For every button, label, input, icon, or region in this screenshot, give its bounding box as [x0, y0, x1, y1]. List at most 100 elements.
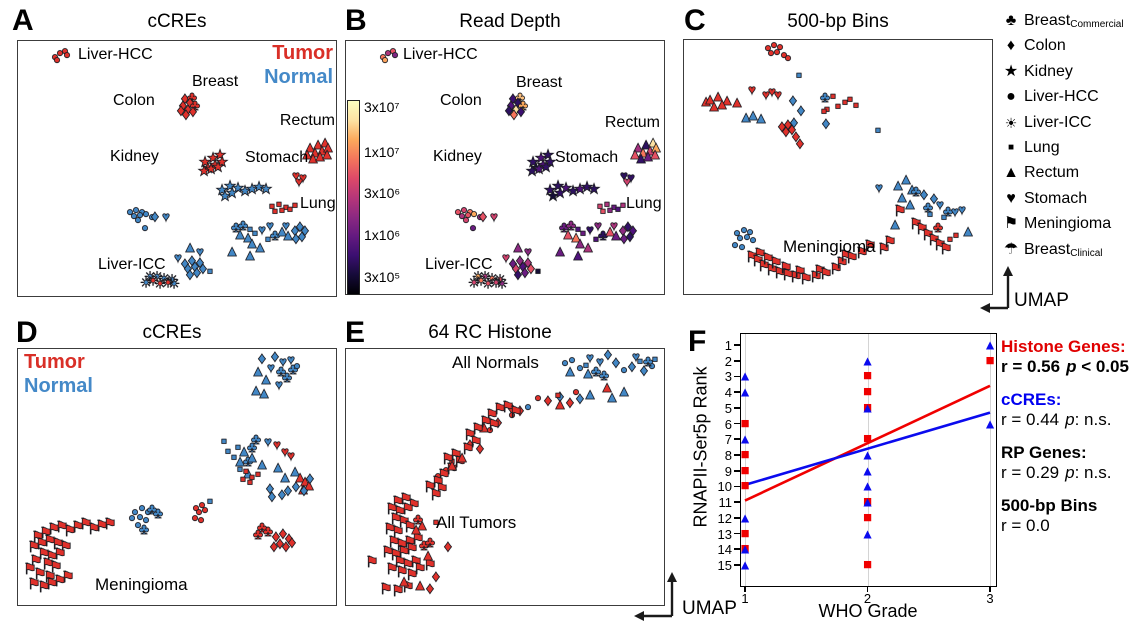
y-tick: [734, 469, 740, 472]
square-icon: ■: [1007, 142, 1015, 153]
panel-letter-a: A: [12, 4, 34, 37]
f-correlation-stats: Histone Genes: r = 0.56 p < 0.05 cCREs: r = …: [1001, 337, 1142, 549]
star-icon: ★: [1003, 62, 1019, 80]
y-tick: [734, 359, 740, 362]
grid-line: [745, 334, 746, 586]
stat-label: 500-bp Bins: [1001, 496, 1098, 515]
panel-box-c: [683, 39, 993, 295]
legend-label: Rectum: [1024, 164, 1080, 182]
panel-title-a: cCREs: [147, 11, 207, 32]
stat-block: Histone Genes: r = 0.56 p < 0.05: [1001, 337, 1142, 377]
f-y-axis-label: RNAPII-Ser5p Rank: [690, 366, 711, 528]
diamond-icon: ♦: [1006, 37, 1016, 55]
legend-sublabel: Commercial: [1070, 19, 1124, 30]
heart-icon: ♥: [1006, 189, 1016, 207]
panel-box-b: [345, 40, 665, 295]
umap-axes-icon: [634, 572, 677, 621]
y-tick-label: 12: [717, 510, 732, 526]
stat-block: cCREs: r = 0.44 p: n.s.: [1001, 390, 1142, 430]
y-tick: [734, 454, 740, 456]
tissue-shape-legend: ♣ Breast Commercial ♦ Colon ★ Kidney ● Liver-HCC…: [1001, 0, 1142, 265]
stat-block: RP Genes: r = 0.29 p: n.s.: [1001, 443, 1142, 483]
panel-box-e: [345, 348, 665, 606]
stat-value: r = 0.29 p: n.s.: [1001, 463, 1112, 482]
colorbar-tick: 3x10⁵: [364, 269, 401, 285]
panel-letter-d: D: [16, 316, 38, 349]
circle-icon: ●: [1006, 88, 1016, 106]
stat-value: r = 0.0: [1001, 516, 1050, 535]
legend-item-colon: ♦ Colon: [1001, 34, 1066, 58]
legend-label: Liver-HCC: [1024, 88, 1099, 106]
legend-item-lung: ■ Lung: [1001, 136, 1060, 160]
y-tick-label: 2: [724, 353, 732, 369]
y-tick-label: 14: [717, 542, 732, 558]
grid-line: [867, 334, 869, 586]
legend-sublabel: Clinical: [1070, 247, 1103, 259]
y-tick-label: 6: [724, 416, 732, 432]
colorbar-tick: 3x10⁷: [364, 99, 400, 115]
y-tick-label: 11: [718, 495, 733, 511]
panel-letter-b: B: [345, 4, 367, 37]
x-tick: [744, 587, 746, 592]
y-tick-label: 5: [724, 400, 732, 416]
y-tick: [734, 407, 740, 409]
y-tick-label: 7: [724, 432, 732, 448]
panel-letter-e: E: [345, 316, 366, 349]
legend-item-liver-icc: ☀︎ Liver-ICC: [1001, 111, 1092, 135]
y-tick: [734, 485, 740, 488]
legend-item-rectum: ▲ Rectum: [1001, 161, 1079, 185]
club-icon: ♣: [1005, 12, 1017, 29]
stat-value: r = 0.56 p < 0.05: [1001, 357, 1129, 376]
legend-label: Liver-ICC: [1024, 113, 1092, 131]
umap-axis-label: UMAP: [682, 598, 737, 619]
umap-axes-icon: [980, 266, 1013, 313]
y-tick: [734, 391, 740, 393]
x-tick-label: 2: [863, 591, 872, 606]
panel-title-b: Read Depth: [459, 11, 561, 32]
x-tick: [866, 587, 869, 592]
y-tick: [734, 375, 740, 378]
y-tick-label: 4: [724, 385, 732, 401]
panel-title-d: cCREs: [142, 322, 202, 343]
colorbar-tick: 1x10⁷: [364, 144, 400, 160]
legend-item-breast: ♣ Breast Commercial: [1001, 9, 1124, 33]
y-tick-label: 9: [724, 463, 732, 479]
x-tick-label: 1: [741, 591, 749, 606]
y-tick: [734, 422, 740, 425]
legend-label: Meningioma: [1024, 215, 1112, 233]
x-tick-label: 3: [986, 591, 994, 606]
legend-item-meningioma: ⚑︎ Meningioma: [1001, 212, 1111, 236]
y-tick-label: 13: [717, 526, 732, 542]
read-depth-colorbar: [347, 100, 360, 295]
legend-label: Breast: [1024, 12, 1071, 29]
colorbar-tick: 3x10⁶: [364, 185, 401, 201]
panel-box-d: [17, 348, 337, 606]
x-tick: [989, 587, 991, 592]
y-tick-label: 10: [717, 479, 732, 495]
stat-value: r = 0.44 p: n.s.: [1001, 410, 1112, 429]
legend-item-kidney: ★ Kidney: [1001, 60, 1073, 84]
stat-label: RP Genes:: [1001, 443, 1087, 462]
umap-axis-label: UMAP: [1014, 290, 1069, 311]
umbrella-icon: ☂︎: [1003, 240, 1019, 258]
sun-icon: ☀︎: [1004, 114, 1018, 131]
grid-line: [990, 334, 991, 586]
panel-box-a: [17, 40, 337, 297]
stat-label: Histone Genes:: [1001, 337, 1126, 356]
legend-label: Colon: [1024, 37, 1066, 55]
legend-item-breast: ☂︎ Breast Clinical: [1001, 238, 1103, 262]
panel-letter-c: C: [684, 4, 706, 37]
panel-letter-f: F: [688, 325, 707, 358]
y-tick-label: 15: [717, 557, 732, 573]
legend-label: Lung: [1024, 139, 1060, 156]
y-tick: [734, 344, 740, 346]
f-x-axis-label: WHO Grade: [818, 601, 918, 621]
y-tick: [734, 517, 740, 519]
y-tick: [734, 548, 740, 551]
legend-item-liver-hcc: ● Liver-HCC: [1001, 85, 1099, 109]
stat-block: 500-bp Bins r = 0.0: [1001, 496, 1142, 536]
legend-label: Stomach: [1024, 189, 1088, 207]
y-tick: [734, 438, 740, 441]
legend-item-stomach: ♥ Stomach: [1001, 187, 1087, 211]
